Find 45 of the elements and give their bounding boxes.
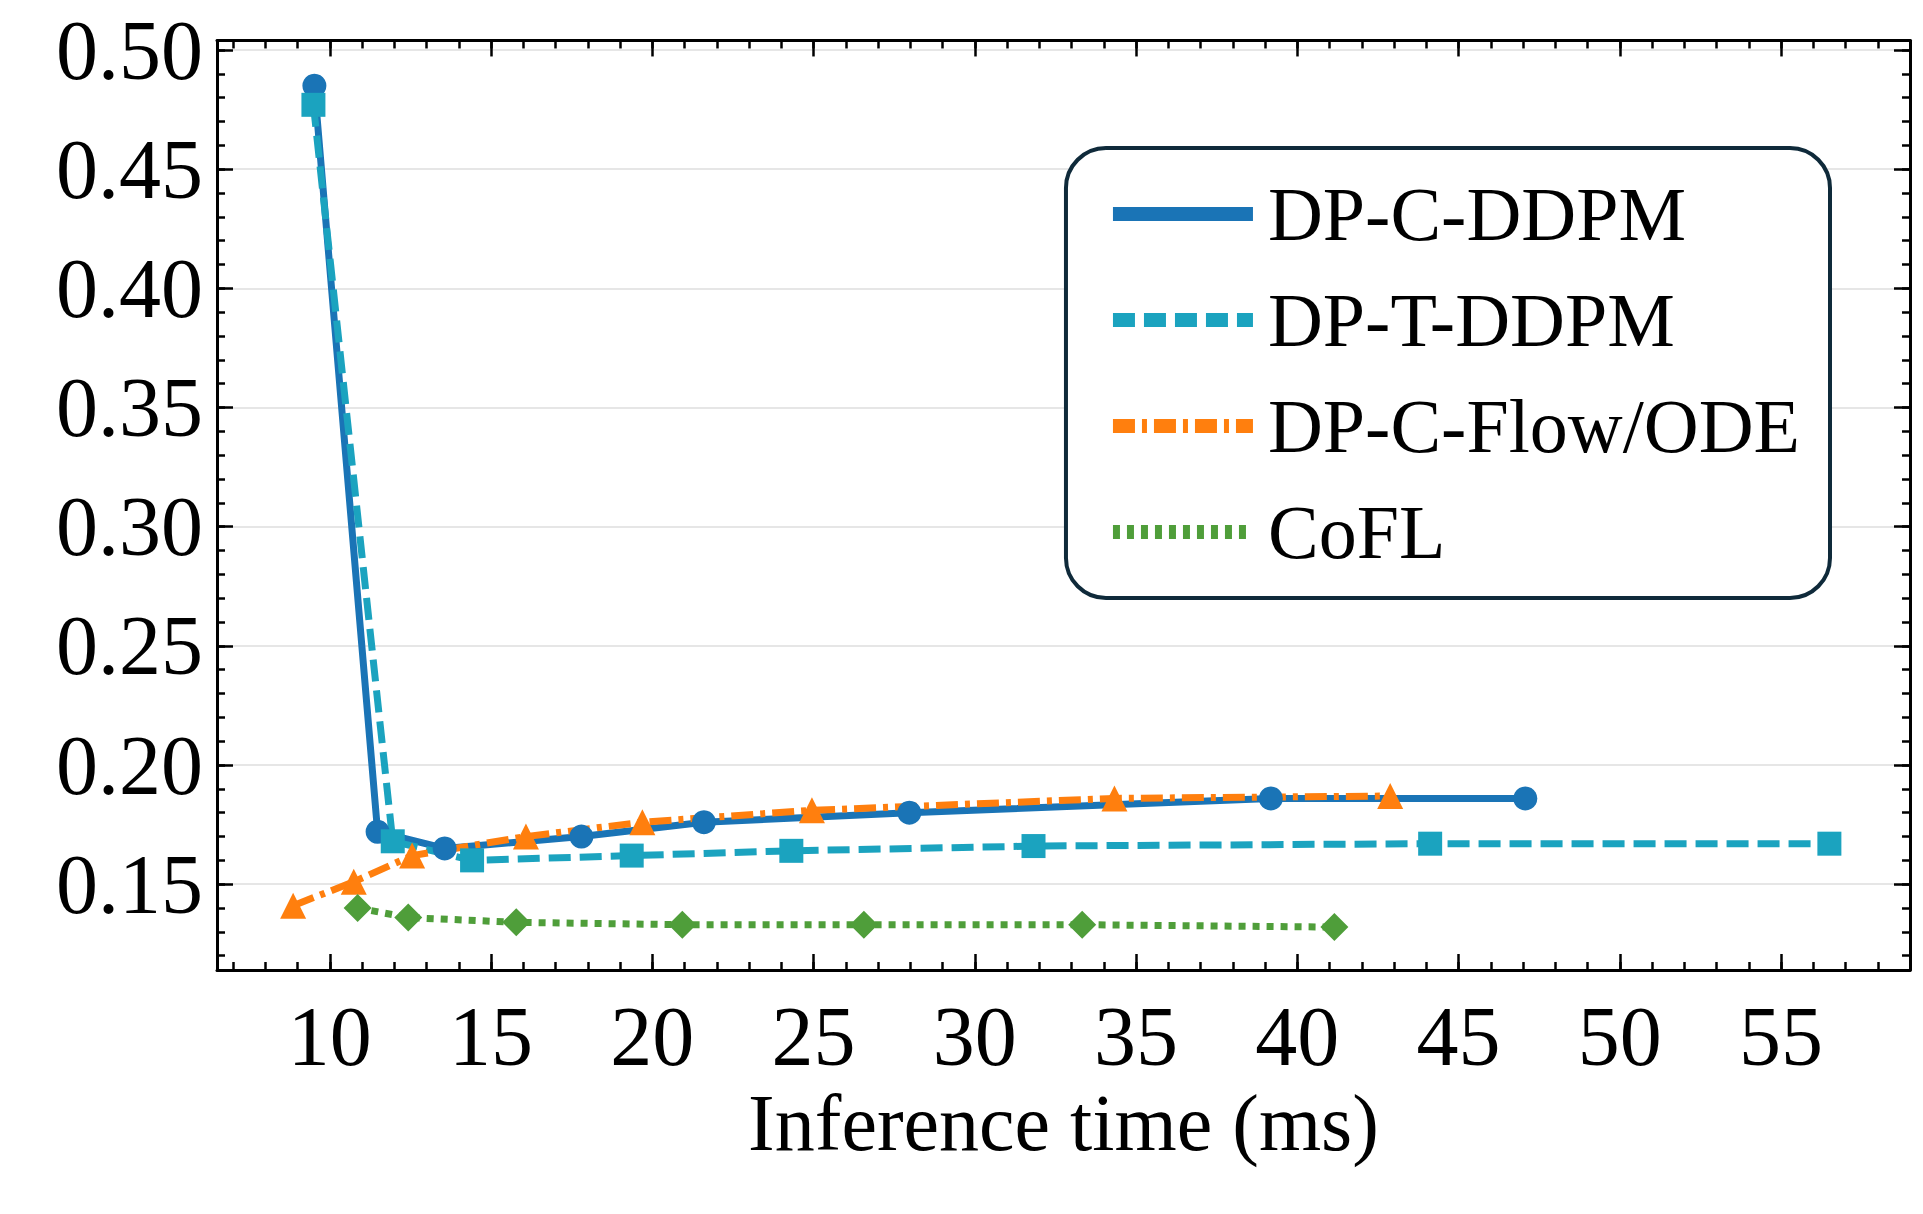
point bbox=[1817, 831, 1842, 856]
x-tick-label: 50 bbox=[1577, 989, 1662, 1083]
point bbox=[512, 823, 539, 850]
y-tick-label: 0.20 bbox=[56, 718, 203, 812]
point bbox=[460, 848, 485, 873]
y-tick-label: 0.35 bbox=[56, 361, 203, 455]
point bbox=[1101, 785, 1128, 812]
point bbox=[668, 910, 697, 939]
point bbox=[1068, 910, 1097, 939]
point bbox=[1320, 913, 1349, 942]
point bbox=[1513, 786, 1538, 811]
point bbox=[1021, 834, 1046, 859]
point bbox=[1377, 783, 1404, 810]
x-tick-label: 10 bbox=[287, 989, 372, 1083]
x-tick-label: 55 bbox=[1739, 989, 1824, 1083]
point bbox=[1258, 786, 1283, 811]
point bbox=[897, 800, 922, 825]
point bbox=[394, 903, 423, 932]
point bbox=[399, 842, 426, 869]
point bbox=[569, 824, 594, 849]
x-tick-label: 15 bbox=[449, 989, 534, 1083]
point bbox=[629, 809, 656, 836]
point bbox=[380, 829, 405, 854]
y-tick-label: 0.30 bbox=[56, 480, 203, 574]
point bbox=[432, 836, 457, 861]
point bbox=[691, 810, 716, 835]
x-tick-label: 45 bbox=[1416, 989, 1501, 1083]
point bbox=[619, 843, 644, 868]
point bbox=[280, 892, 307, 919]
y-tick-label: 0.25 bbox=[56, 599, 203, 693]
point bbox=[301, 92, 326, 117]
y-tick-label: 0.50 bbox=[56, 3, 203, 97]
point bbox=[1418, 831, 1443, 856]
y-tick-label: 0.45 bbox=[56, 122, 203, 216]
legend-label: DP-T-DDPM bbox=[1267, 278, 1675, 362]
point bbox=[798, 797, 825, 824]
legend-label: CoFL bbox=[1267, 490, 1446, 574]
x-tick-label: 20 bbox=[610, 989, 695, 1083]
legend-label: DP-C-Flow/ODE bbox=[1267, 384, 1801, 468]
legend-label: DP-C-DDPM bbox=[1267, 172, 1687, 256]
y-tick-label: 0.40 bbox=[56, 241, 203, 335]
point bbox=[340, 868, 367, 895]
y-tick-label: 0.15 bbox=[56, 837, 203, 931]
point bbox=[343, 894, 372, 923]
point bbox=[779, 838, 804, 863]
